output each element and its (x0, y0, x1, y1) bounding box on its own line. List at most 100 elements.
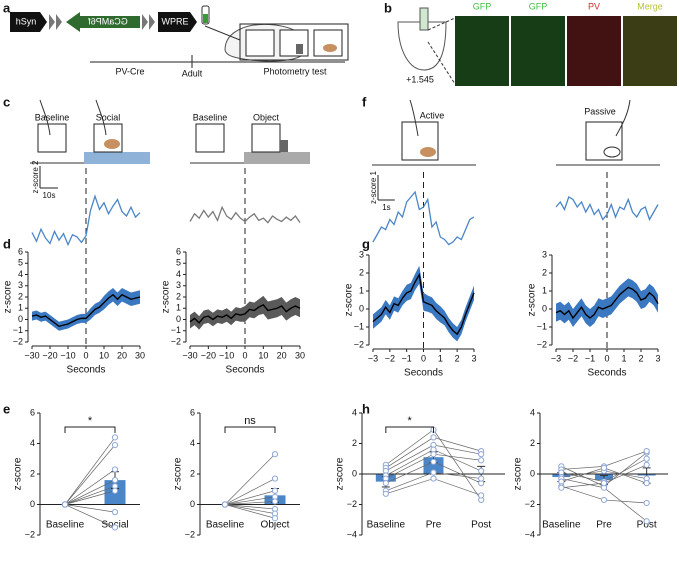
x-tick-label: Object (261, 520, 290, 531)
channel-label: GFP (473, 1, 492, 11)
y-tick-label: −4 (347, 529, 357, 539)
y-tick-label: 2 (190, 468, 195, 478)
subject-point (430, 434, 437, 441)
gene-arrow (66, 12, 140, 32)
subject-point (111, 441, 119, 449)
y-axis-title: z-score (335, 457, 346, 490)
subject-point (600, 496, 608, 504)
fiber-cable (95, 99, 107, 136)
mouse-icon (104, 139, 120, 149)
y-tick-label: 0 (30, 499, 35, 509)
y-tick-label: 4 (176, 269, 181, 279)
zoom-line (427, 17, 456, 31)
significance-label: * (88, 415, 93, 427)
x-tick-label: Baseline (206, 520, 245, 531)
test-box (245, 29, 275, 57)
y-tick-label: 0 (530, 468, 535, 478)
example-trace (372, 190, 475, 246)
subject-line (64, 504, 116, 528)
subject-point (430, 451, 437, 458)
y-tick-label: −2 (13, 336, 23, 346)
error-band (190, 295, 300, 330)
x-tick-label: 10 (258, 350, 268, 360)
age-label: Adult (182, 68, 203, 78)
x-tick-label: −20 (201, 350, 216, 360)
subject-point (430, 458, 437, 465)
condition-label: Active (420, 110, 445, 120)
y-tick-label: −2 (354, 339, 364, 349)
x-tick-label: Baseline (46, 520, 85, 531)
x-tick-label: Pre (426, 520, 442, 531)
y-axis-title: z-score (173, 457, 184, 490)
y-tick-label: 1 (176, 303, 181, 313)
gene-label: GCaMP6f (88, 16, 128, 26)
y-tick-label: −1 (537, 321, 547, 331)
significance-label: * (408, 415, 413, 427)
x-tick-label: 3 (655, 353, 660, 363)
y-tick-label: 6 (18, 246, 23, 256)
promoter-shape (10, 12, 47, 32)
mouse-icon (323, 44, 337, 52)
x-tick-label: Post (471, 520, 491, 531)
promoter-label: hSyn (16, 16, 37, 26)
subject-point (271, 487, 279, 494)
y-tick-label: −2 (537, 339, 547, 349)
channel-label: GFP (529, 1, 548, 11)
example-trace (31, 194, 141, 247)
condition-label: Social (96, 112, 121, 122)
x-tick-label: Pre (596, 520, 612, 531)
subject-line (224, 504, 276, 514)
social-zone (84, 152, 150, 164)
y-tick-label: 0 (190, 499, 195, 509)
x-axis-title: Seconds (588, 368, 627, 379)
condition-label: Object (253, 112, 280, 122)
x-tick-label: −3 (551, 353, 561, 363)
mean-line (372, 272, 475, 336)
y-tick-label: 0 (18, 314, 23, 324)
subject-point (111, 487, 119, 494)
y-axis-title: z-score (527, 283, 538, 316)
subject-point (382, 480, 389, 487)
error-band (373, 265, 474, 342)
channel-label: PV (588, 1, 600, 11)
y-tick-label: 4 (352, 407, 357, 417)
micrograph-signal (511, 16, 565, 86)
y-tick-label: 5 (18, 258, 23, 268)
y-tick-label: 5 (176, 258, 181, 268)
subject-point (430, 469, 437, 476)
x-tick-label: Post (637, 520, 657, 531)
subject-point (600, 480, 608, 487)
subject-point (478, 475, 485, 482)
subject-line (224, 504, 276, 510)
x-tick-label: −10 (219, 350, 234, 360)
lox-sites (142, 14, 155, 30)
subject-point (111, 434, 119, 441)
scale-label-x: 1s (382, 203, 390, 212)
y-tick-label: 3 (18, 280, 23, 290)
subject-point (111, 524, 119, 531)
object-icon (280, 140, 288, 152)
fiber-cable (409, 99, 419, 137)
subject-line (224, 490, 276, 505)
mean-line (189, 304, 301, 324)
x-tick-label: 20 (117, 350, 127, 360)
x-axis-title: Seconds (67, 365, 106, 376)
injection-arrow (204, 25, 241, 41)
subject-point (478, 492, 485, 499)
subject-point (643, 480, 650, 487)
condition-label: Passive (584, 106, 616, 116)
x-tick-label: −20 (42, 350, 57, 360)
mouse-icon (603, 146, 621, 158)
micrograph (455, 16, 509, 86)
y-tick-label: −1 (354, 321, 364, 331)
scale-label-y: z-score 1 (369, 171, 378, 204)
y-tick-label: 4 (30, 438, 35, 448)
panel-letter: a (3, 0, 11, 15)
y-tick-label: 2 (542, 267, 547, 277)
significance-bracket (64, 426, 116, 433)
subject-point (643, 455, 650, 462)
x-tick-label: −30 (182, 350, 197, 360)
panel-letter: g (362, 236, 370, 251)
example-trace (189, 205, 301, 224)
subject-point (271, 475, 279, 482)
